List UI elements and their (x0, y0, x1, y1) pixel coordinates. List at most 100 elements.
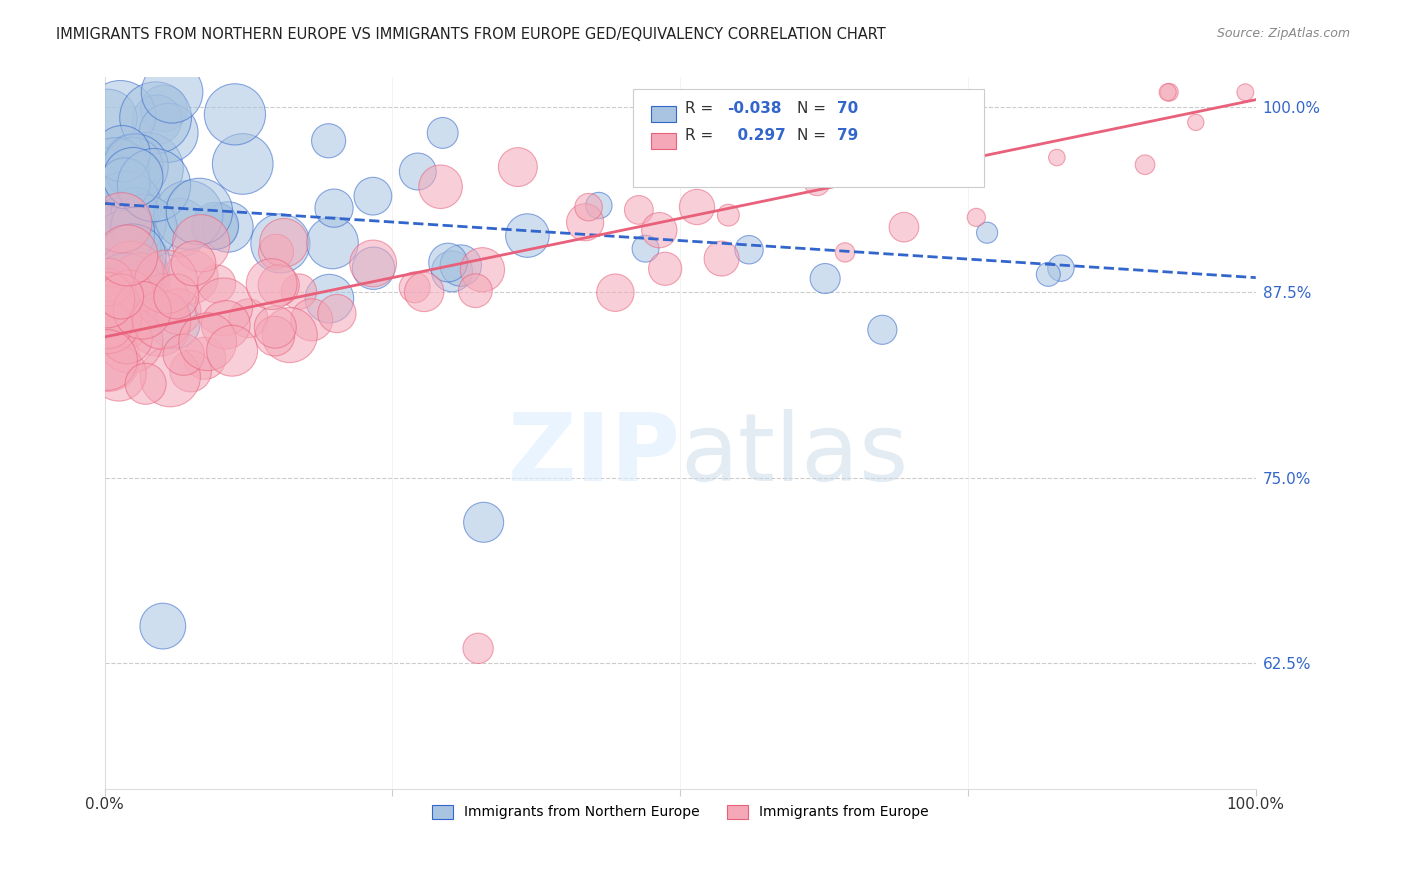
Point (177, 208, 200, 222)
Point (125, 270, 148, 285)
Point (108, 216, 131, 230)
Point (183, 256, 205, 270)
Text: ZIP: ZIP (508, 409, 681, 500)
Point (96, 353, 118, 368)
Point (634, 242, 657, 256)
Point (146, 112, 169, 127)
Point (717, 208, 740, 222)
Point (169, 220, 191, 235)
Point (132, 220, 155, 235)
Point (627, 202, 650, 217)
Point (100, 232, 122, 246)
Point (136, 161, 159, 176)
Point (143, 178, 166, 192)
Point (188, 204, 211, 219)
Point (361, 256, 384, 270)
Point (217, 219, 239, 234)
Point (450, 259, 472, 273)
Point (153, 102, 176, 116)
Point (110, 289, 132, 303)
Point (814, 271, 837, 285)
Point (204, 219, 226, 234)
Point (173, 348, 195, 362)
Text: Source: ZipAtlas.com: Source: ZipAtlas.com (1216, 27, 1350, 40)
Point (413, 285, 436, 299)
Point (224, 107, 246, 121)
Point (898, 113, 921, 128)
Point (111, 146, 134, 161)
Point (232, 157, 254, 171)
Point (1046, 151, 1069, 165)
Point (738, 243, 761, 257)
Point (145, 111, 167, 125)
Point (115, 192, 138, 206)
Point (96, 285, 118, 299)
Point (404, 280, 426, 294)
Point (288, 285, 311, 299)
Point (165, 289, 187, 303)
Point (893, 220, 915, 235)
Point (260, 277, 283, 291)
Point (108, 367, 131, 381)
Point (114, 318, 136, 332)
Point (167, 304, 190, 318)
Point (128, 276, 150, 290)
Point (129, 255, 152, 269)
Point (965, 211, 987, 225)
Point (301, 313, 323, 327)
Point (1234, 85, 1257, 99)
Point (104, 178, 127, 192)
Point (323, 201, 346, 215)
Point (578, 200, 600, 214)
Point (654, 261, 676, 276)
Point (129, 252, 152, 267)
Point (150, 313, 173, 327)
Point (115, 199, 138, 213)
Point (157, 126, 180, 140)
Point (97, 259, 120, 273)
Point (464, 284, 486, 298)
Point (267, 278, 290, 293)
Point (1043, 812, 1066, 826)
Point (938, 150, 960, 164)
Point (115, 331, 138, 345)
Point (160, 85, 183, 99)
Point (155, 275, 177, 289)
Point (197, 334, 219, 349)
Text: IMMIGRANTS FROM NORTHERN EUROPE VS IMMIGRANTS FROM EUROPE GED/EQUIVALENCY CORREL: IMMIGRANTS FROM NORTHERN EUROPE VS IMMIG… (56, 27, 886, 42)
Point (318, 292, 340, 306)
Point (321, 235, 343, 250)
Text: 70: 70 (837, 102, 858, 116)
Point (506, 160, 529, 174)
Text: N =: N = (797, 102, 831, 116)
Point (269, 236, 291, 251)
Point (121, 155, 143, 169)
Point (121, 266, 143, 280)
Point (110, 109, 132, 123)
Point (97, 318, 120, 332)
Point (152, 619, 174, 633)
Point (1185, 115, 1208, 129)
Point (432, 126, 454, 140)
Text: R =: R = (685, 102, 718, 116)
Point (194, 351, 217, 366)
Point (273, 235, 295, 250)
Point (121, 251, 143, 265)
Text: atlas: atlas (681, 409, 908, 500)
Point (97, 219, 120, 233)
Point (264, 320, 287, 334)
Point (1159, 85, 1181, 99)
Point (117, 248, 139, 262)
Point (1050, 261, 1073, 276)
Point (406, 164, 429, 178)
Point (263, 329, 285, 343)
Point (105, 173, 128, 187)
Point (221, 343, 243, 358)
Point (318, 134, 340, 148)
Point (648, 223, 671, 237)
Point (471, 262, 494, 277)
Text: 0.0%: 0.0% (86, 797, 124, 812)
Point (834, 245, 856, 260)
Point (205, 277, 228, 291)
Point (1038, 268, 1060, 282)
